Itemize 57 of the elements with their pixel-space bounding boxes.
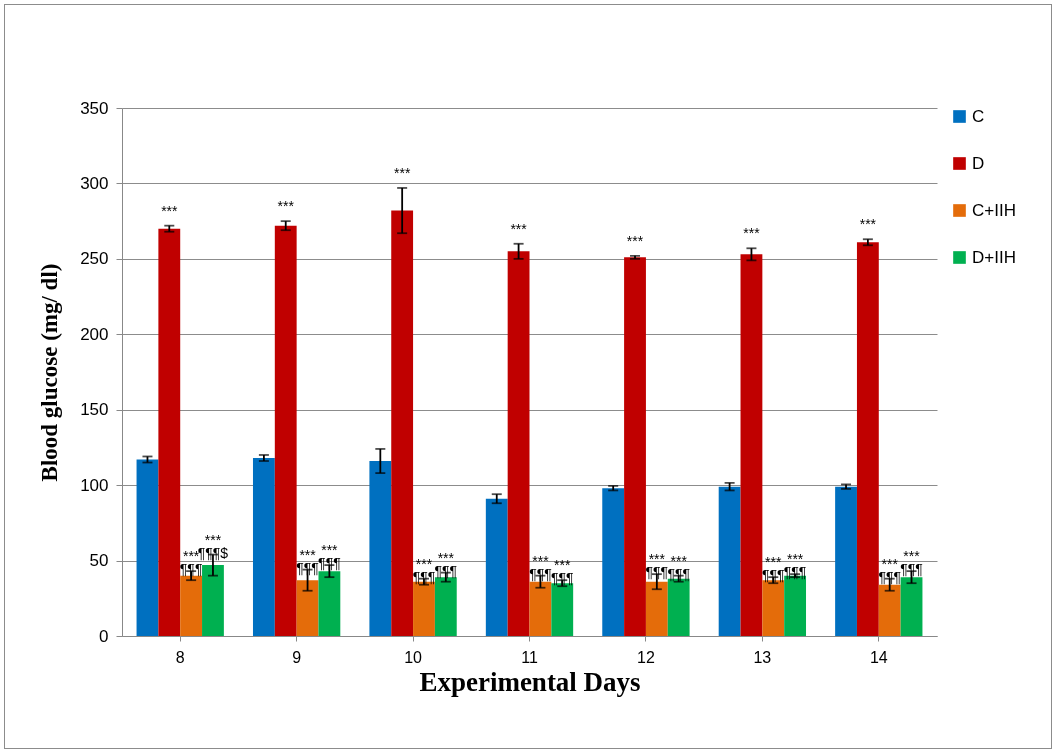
bar [136,459,159,636]
bar [296,580,319,636]
y-tick-label: 0 [99,626,109,646]
bar [274,225,297,636]
annotation: *** ¶¶¶ [900,548,923,578]
legend-label: D+IIH [972,247,1016,267]
annotation: *** [510,220,528,237]
annotation: *** [277,198,295,215]
bar [624,257,646,636]
x-tick-label: 9 [292,648,302,666]
annotation: *** ¶¶¶ [412,555,436,585]
legend-label: D [972,153,985,173]
legend-label: C+IIH [972,200,1016,220]
x-tick-label: 10 [404,648,423,666]
x-tick-label: 14 [869,648,888,666]
bar [645,581,668,636]
bar [391,210,414,636]
y-tick-label: 150 [80,400,109,420]
bar [434,577,457,636]
y-axis-title: Blood glucose (mg/ dl) [37,263,63,482]
y-tick-label: 350 [80,98,109,118]
bar [856,242,879,636]
y-tick-label: 250 [80,249,109,269]
x-tick-label: 13 [753,648,772,666]
y-tick-label: 300 [80,173,109,193]
annotation: *** [161,202,179,219]
bar [158,228,181,636]
y-tick-label: 200 [80,324,109,344]
bar [318,571,341,636]
bar [485,498,508,636]
bar [252,457,275,636]
annotation: *** [859,216,877,233]
bar [202,565,224,636]
bar [602,488,625,636]
annotation: *** ¶¶¶ [645,551,669,581]
annotation: *** ¶¶¶ [761,554,785,584]
annotation: *** ¶¶¶ [783,551,807,581]
bar [180,575,203,636]
annotation: *** [743,225,761,242]
bar [718,486,741,636]
x-tick-label: 11 [521,648,538,666]
annotation: *** ¶¶¶ [318,542,341,572]
bar [900,577,923,636]
x-tick-label: 12 [637,648,655,666]
bar [369,461,392,636]
annotation: *** [393,164,411,181]
y-tick-label: 50 [89,551,109,571]
legend-label: C [972,106,985,126]
bar [878,584,901,636]
annotation: *** [626,232,644,249]
bar [529,581,552,636]
bar [740,254,763,636]
x-axis-title: Experimental Days [419,666,641,697]
y-tick-label: 100 [80,475,109,495]
x-tick-label: 8 [175,648,185,666]
bar [507,251,530,636]
annotation: *** ¶¶¶ [550,557,574,587]
